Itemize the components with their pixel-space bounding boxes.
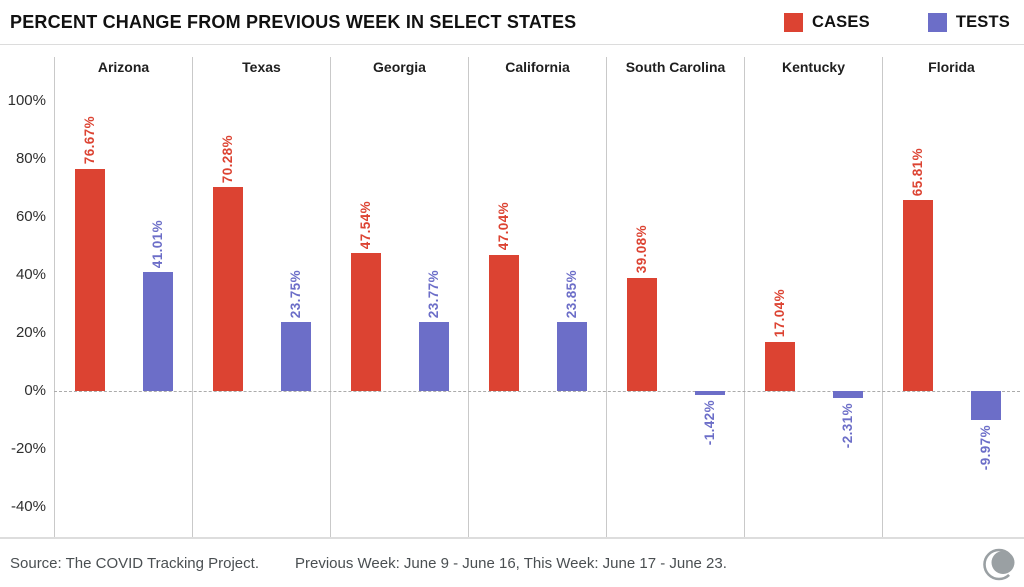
state-panel-florida: Florida 65.81% -9.97% [882, 57, 1020, 537]
cases-value-label: 76.67% [82, 116, 97, 165]
state-panel-georgia: Georgia 47.54% 23.77% [330, 57, 468, 537]
y-axis-label: 80% [15, 150, 46, 167]
legend-item-tests: TESTS [927, 12, 1010, 32]
cases-value-label: 17.04% [772, 289, 787, 338]
legend-label: TESTS [955, 12, 1010, 31]
tests-value-label: -1.42% [702, 400, 717, 446]
state-panel-kentucky: Kentucky 17.04% -2.31% [744, 57, 882, 537]
state-panel-texas: Texas 70.28% 23.75% [192, 57, 330, 537]
zero-gridline [54, 391, 1020, 392]
covid-tracking-project-logo-icon [983, 548, 1015, 581]
weeks-text: Previous Week: June 9 - June 16, This We… [295, 554, 727, 572]
cases-bar [75, 168, 105, 391]
y-axis-label: 40% [15, 266, 46, 283]
cases-value-label: 47.54% [358, 200, 373, 250]
state-label: Arizona [97, 59, 150, 75]
chart-legend: CASES TESTS [783, 12, 1010, 32]
legend-swatch-cases [783, 12, 803, 32]
tests-bar [971, 391, 1001, 420]
bar-chart: 100% 80% 60% 40% 20% 0% -20% -40% Arizona 76.67%… [0, 45, 1024, 537]
cases-bar [765, 341, 795, 391]
state-panel-arizona: Arizona 76.67% 41.01% [54, 57, 192, 537]
tests-bar [143, 272, 173, 391]
state-label: Georgia [373, 59, 426, 75]
cases-value-label: 47.04% [496, 202, 511, 251]
cases-bar [489, 254, 519, 391]
state-panel-south-carolina: South Carolina 39.08% -1.42% [606, 57, 744, 537]
tests-bar [695, 391, 725, 396]
state-label: California [505, 59, 570, 75]
cases-value-label: 39.08% [634, 225, 649, 274]
cases-bar [213, 187, 243, 391]
chart-footer: Source: The COVID Tracking Project. Prev… [0, 537, 1024, 587]
tests-bar [557, 321, 587, 391]
cases-value-label: 70.28% [220, 135, 235, 184]
tests-bar [281, 322, 311, 391]
source-text: Source: The COVID Tracking Project. [10, 554, 259, 572]
state-panel-california: California 47.04% 23.85% [468, 57, 606, 537]
state-label: Florida [928, 59, 975, 75]
state-label: Texas [242, 59, 281, 75]
tests-value-label: 23.77% [426, 269, 441, 319]
tests-bar [833, 391, 863, 398]
y-axis-label: -20% [10, 440, 46, 457]
tests-value-label: 41.01% [150, 219, 165, 269]
state-label: Kentucky [781, 59, 846, 75]
tests-value-label: 23.85% [564, 269, 579, 318]
cases-bar [903, 200, 933, 391]
y-axis-label: 0% [24, 382, 46, 399]
cases-value-label: 65.81% [910, 147, 925, 197]
chart-panels: Arizona 76.67% 41.01% Texas 70.28% 23.75% Geor… [54, 57, 1020, 537]
tests-value-label: -2.31% [840, 402, 855, 448]
chart-header: PERCENT CHANGE FROM PREVIOUS WEEK IN SEL… [0, 0, 1024, 45]
chart-title: PERCENT CHANGE FROM PREVIOUS WEEK IN SEL… [10, 11, 577, 32]
y-axis-label: 100% [7, 92, 46, 109]
tests-value-label: -9.97% [978, 424, 993, 471]
legend-label: CASES [811, 12, 870, 31]
legend-swatch-tests [927, 12, 947, 32]
state-label: South Carolina [625, 59, 726, 75]
y-axis-label: 20% [15, 324, 46, 341]
legend-item-cases: CASES [783, 12, 870, 32]
tests-bar [419, 322, 449, 391]
tests-value-label: 23.75% [288, 269, 303, 319]
y-axis-label: 60% [15, 208, 46, 225]
cases-bar [627, 277, 657, 391]
y-axis-label: -40% [10, 498, 46, 515]
cases-bar [351, 253, 381, 391]
